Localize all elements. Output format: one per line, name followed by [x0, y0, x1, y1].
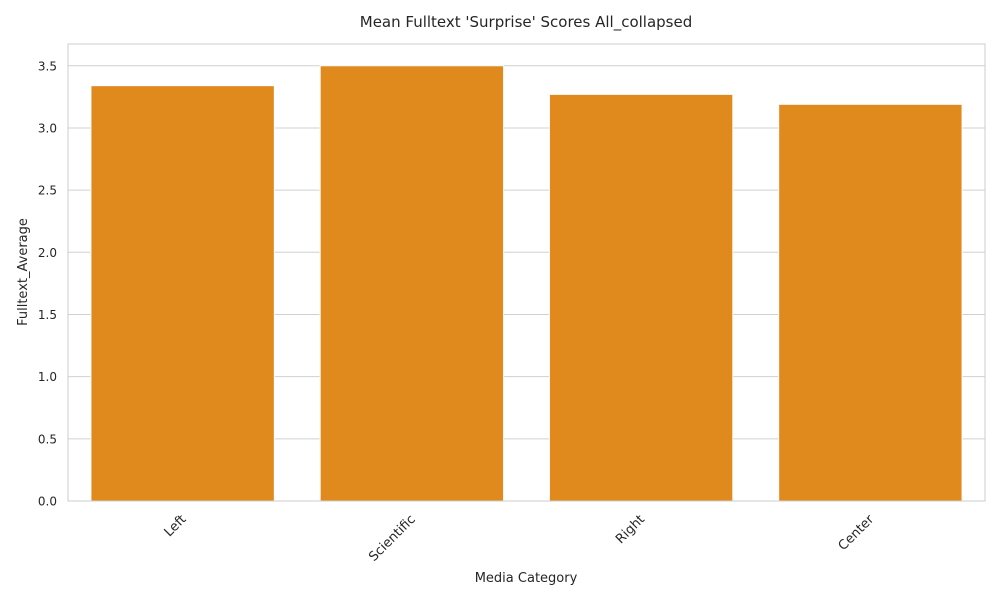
bar-right	[548, 93, 734, 502]
plot-border	[67, 43, 986, 502]
y-tick-label: 1.0	[38, 370, 57, 384]
x-tick-label: Center	[836, 512, 878, 554]
plot-frame	[67, 43, 986, 502]
x-axis-label: Media Category	[475, 571, 578, 586]
y-tick-label: 2.0	[38, 246, 57, 260]
bars	[90, 65, 963, 502]
x-tick-label: Left	[162, 512, 190, 540]
y-tick-label: 2.5	[38, 184, 57, 198]
y-tick-label: 3.0	[38, 121, 57, 135]
y-tick-labels: 0.0 0.5 1.0 1.5 2.0 2.5 3.0 3.5	[38, 59, 57, 508]
y-tick-label: 0.0	[38, 495, 57, 509]
x-tick-label: Scientific	[366, 512, 419, 565]
y-tick-label: 3.5	[38, 59, 57, 73]
bar-center	[778, 103, 963, 502]
x-tick-label: Right	[613, 512, 648, 547]
bar-scientific	[319, 65, 505, 502]
x-tick-labels: Left Scientific Right Center	[162, 512, 878, 565]
y-axis-label: Fulltext_Average	[16, 218, 31, 326]
chart-title: Mean Fulltext 'Surprise' Scores All_coll…	[360, 13, 693, 32]
y-tick-label: 1.5	[38, 308, 57, 322]
y-tick-label: 0.5	[38, 432, 57, 446]
bar-left	[90, 85, 275, 502]
